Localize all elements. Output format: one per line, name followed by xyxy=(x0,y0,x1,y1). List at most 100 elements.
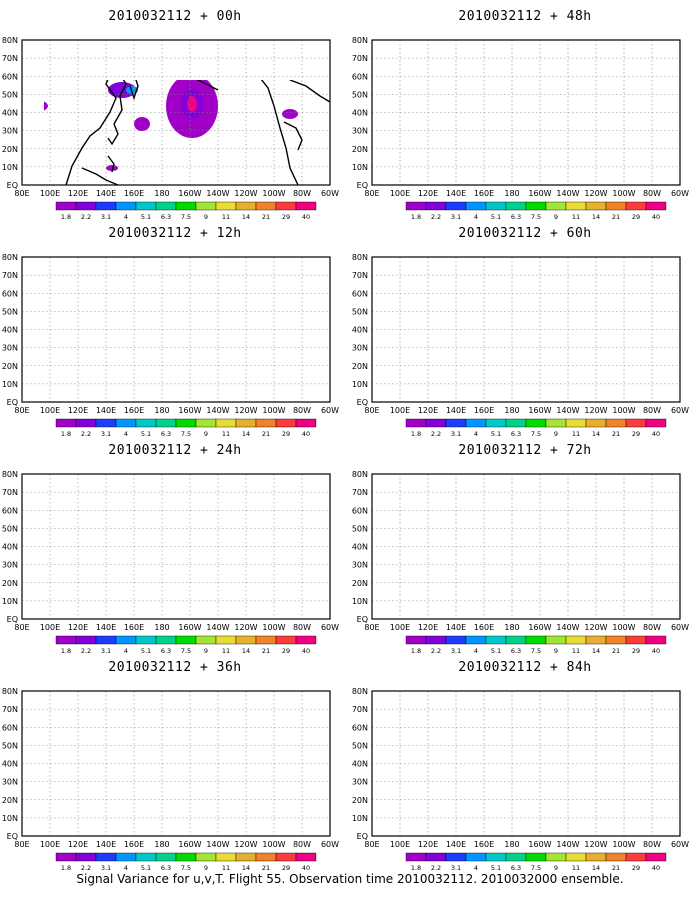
colorbar-swatch xyxy=(505,201,527,211)
colorbar-label: 29 xyxy=(282,430,290,438)
colorbar-label: 21 xyxy=(612,647,620,655)
lat-label: 60N xyxy=(352,506,368,515)
lon-label: 140W xyxy=(206,406,229,415)
colorbar-swatch xyxy=(215,635,237,645)
colorbar-swatch xyxy=(545,418,567,428)
colorbar-label: 2.2 xyxy=(431,864,441,872)
lon-label: 120W xyxy=(234,840,257,849)
colorbar-label: 11 xyxy=(222,430,230,438)
lon-label: 120W xyxy=(584,406,607,415)
colorbar-swatch xyxy=(135,852,157,862)
lat-label: 10N xyxy=(352,597,368,606)
colorbar-swatch xyxy=(545,852,567,862)
colorbar-swatch xyxy=(485,418,507,428)
lat-label: 30N xyxy=(2,344,18,353)
colorbar-label: 29 xyxy=(632,213,640,221)
lon-label: 80W xyxy=(293,840,311,849)
colorbar-label: 4 xyxy=(474,864,478,872)
colorbar-swatch xyxy=(255,852,277,862)
colorbar-label: 14 xyxy=(242,647,250,655)
colorbar-label: 40 xyxy=(302,213,310,221)
lat-label: 50N xyxy=(2,524,18,533)
lat-label: 80N xyxy=(2,36,18,45)
colorbar-label: 29 xyxy=(632,430,640,438)
colorbar-label: 11 xyxy=(222,647,230,655)
colorbar-label: 4 xyxy=(474,647,478,655)
colorbar-label: 40 xyxy=(652,647,660,655)
lat-label: 30N xyxy=(352,344,368,353)
lon-label: 140E xyxy=(446,406,466,415)
colorbar-label: 4 xyxy=(124,430,128,438)
colorbar-swatch xyxy=(95,635,117,645)
lon-label: 180 xyxy=(154,840,169,849)
colorbar-label: 2.2 xyxy=(431,647,441,655)
colorbar-label: 40 xyxy=(302,864,310,872)
colorbar-swatch xyxy=(525,418,547,428)
colorbar-swatch xyxy=(75,418,97,428)
colorbar-swatch xyxy=(75,852,97,862)
colorbar-swatch xyxy=(565,635,587,645)
colorbar-swatch xyxy=(585,201,607,211)
colorbar-label: 5.1 xyxy=(491,213,501,221)
colorbar-swatch xyxy=(195,852,217,862)
colorbar-swatch xyxy=(405,201,427,211)
lat-label: 60N xyxy=(2,72,18,81)
lon-label: 120E xyxy=(418,189,438,198)
colorbar-label: 6.3 xyxy=(511,213,521,221)
lat-label: EQ xyxy=(7,832,18,841)
lat-label: 40N xyxy=(352,326,368,335)
map-frame-2010032112+36h xyxy=(22,691,330,836)
lon-label: 100E xyxy=(40,406,60,415)
colorbar-label: 2.2 xyxy=(81,430,91,438)
lon-label: 160W xyxy=(528,189,551,198)
colorbar-label: 3.1 xyxy=(451,213,461,221)
lat-label: 30N xyxy=(352,778,368,787)
colorbar-label: 21 xyxy=(262,647,270,655)
lon-label: 60W xyxy=(321,623,339,632)
lat-label: EQ xyxy=(357,181,368,190)
colorbar-swatch xyxy=(195,418,217,428)
lat-label: 20N xyxy=(352,145,368,154)
lon-label: 100W xyxy=(262,189,285,198)
panel-title-72h: 2010032112 + 72h xyxy=(458,443,592,458)
lon-label: 80W xyxy=(643,189,661,198)
lon-label: 60W xyxy=(671,406,689,415)
lat-label: 60N xyxy=(352,72,368,81)
lat-label: 60N xyxy=(352,289,368,298)
lon-label: 140W xyxy=(556,406,579,415)
colorbar-label: 40 xyxy=(302,430,310,438)
colorbar-label: 11 xyxy=(222,864,230,872)
map-border xyxy=(371,690,681,837)
colorbar-swatch xyxy=(95,201,117,211)
lon-label: 100E xyxy=(390,189,410,198)
colorbar-swatch xyxy=(625,418,647,428)
lon-label: 60W xyxy=(671,840,689,849)
lat-label: 50N xyxy=(2,741,18,750)
colorbar-label: 6.3 xyxy=(161,864,171,872)
colorbar-label: 2.2 xyxy=(431,213,441,221)
colorbar-swatch xyxy=(155,418,177,428)
colorbar-label: 5.1 xyxy=(491,430,501,438)
colorbar-swatch xyxy=(645,635,667,645)
colorbar-label: 29 xyxy=(282,213,290,221)
lon-label: 140W xyxy=(556,623,579,632)
colorbar-label: 40 xyxy=(302,647,310,655)
colorbar-swatch xyxy=(625,201,647,211)
colorbar-swatch xyxy=(645,852,667,862)
colorbar-swatch xyxy=(295,418,317,428)
lon-label: 100E xyxy=(40,623,60,632)
lat-label: 20N xyxy=(2,796,18,805)
colorbar-label: 5.1 xyxy=(141,647,151,655)
colorbar-label: 3.1 xyxy=(101,213,111,221)
colorbar-swatch xyxy=(175,201,197,211)
lon-label: 180 xyxy=(504,406,519,415)
colorbar-label: 6.3 xyxy=(511,647,521,655)
colorbar-swatch xyxy=(625,635,647,645)
lat-label: 30N xyxy=(352,561,368,570)
lon-label: 120E xyxy=(68,189,88,198)
colorbar-swatch xyxy=(115,852,137,862)
lon-label: 140W xyxy=(206,623,229,632)
lat-label: 50N xyxy=(352,307,368,316)
lat-label: 40N xyxy=(2,326,18,335)
